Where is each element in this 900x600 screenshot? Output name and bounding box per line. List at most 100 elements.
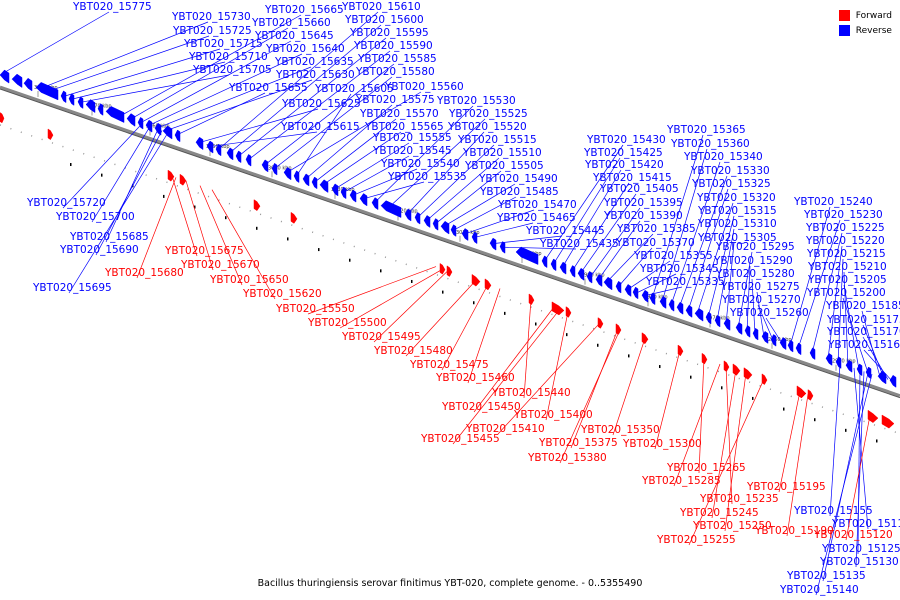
gene-leader-line bbox=[716, 228, 735, 321]
reverse-gene bbox=[668, 299, 675, 312]
gene-label: YBT020_15700 bbox=[55, 211, 135, 223]
gene-leader-line bbox=[696, 202, 734, 315]
reverse-gene bbox=[450, 224, 457, 237]
gene-leader-line bbox=[217, 11, 379, 151]
gene-label: YBT020_15725 bbox=[172, 25, 252, 37]
legend-reverse-label: Reverse bbox=[855, 25, 892, 36]
gene-label: YBT020_15520 bbox=[447, 121, 527, 133]
gene-label: YBT020_15605 bbox=[314, 83, 394, 95]
gene-label: YBT020_15450 bbox=[441, 401, 521, 413]
gene-label: YBT020_15335 bbox=[645, 276, 725, 288]
gene-leader-line bbox=[339, 268, 444, 329]
gene-leader-line bbox=[175, 92, 266, 136]
gene-leader-line bbox=[406, 131, 485, 215]
tick-mark bbox=[163, 194, 165, 198]
gene-label: YBT020_15695 bbox=[32, 282, 112, 294]
gene-label: YBT020_15395 bbox=[603, 197, 683, 209]
gene-leader-line bbox=[273, 76, 393, 170]
tick-mark bbox=[349, 258, 351, 262]
gene-label: YBT020_15660 bbox=[251, 17, 331, 29]
gene-leader-line bbox=[678, 175, 728, 309]
gene-label: YBT020_15245 bbox=[679, 507, 759, 519]
legend-forward-label: Forward bbox=[855, 10, 892, 21]
reverse-gene bbox=[319, 179, 329, 193]
gene-label: YBT020_15290 bbox=[713, 255, 793, 267]
reverse-gene bbox=[752, 327, 759, 341]
gene-leader-line bbox=[211, 189, 276, 300]
forward-gene bbox=[446, 265, 453, 277]
gene-leader-line bbox=[579, 193, 637, 275]
gene-leader-line bbox=[416, 144, 495, 219]
gene-label: YBT020_15170 bbox=[826, 326, 900, 338]
gene-leader-line bbox=[617, 247, 653, 288]
forward-gene bbox=[807, 389, 814, 401]
gene-leader-line bbox=[559, 329, 621, 464]
gene-label: YBT020_15440 bbox=[491, 387, 571, 399]
gene-label: YBT020_15235 bbox=[699, 493, 779, 505]
reverse-gene bbox=[432, 218, 439, 231]
gene-leader-line bbox=[70, 61, 226, 100]
gene-leader-line bbox=[155, 66, 312, 129]
gene-label: YBT020_15565 bbox=[364, 121, 444, 133]
gene-label: YBT020_15425 bbox=[583, 147, 663, 159]
gene-leader-line bbox=[68, 132, 169, 294]
forward-gene bbox=[867, 409, 879, 423]
forward-gene bbox=[701, 352, 708, 365]
gene-label: YBT020_15135 bbox=[786, 570, 866, 582]
gene-leader-line bbox=[185, 180, 214, 271]
gene-leader-line bbox=[670, 161, 721, 306]
gene-label: YBT020_15285 bbox=[641, 475, 721, 487]
reverse-gene bbox=[461, 228, 469, 241]
gene-label: YBT020_15260 bbox=[729, 307, 809, 319]
gene-leader-line bbox=[0, 11, 110, 76]
reverse-gene bbox=[615, 280, 622, 294]
gene-leader-line bbox=[473, 222, 534, 238]
gene-leader-line bbox=[373, 105, 474, 204]
reverse-gene bbox=[779, 337, 787, 351]
gene-leader-line bbox=[523, 299, 532, 399]
gene-leader-line bbox=[837, 258, 844, 363]
reverse-gene bbox=[685, 304, 693, 318]
gene-leader-line bbox=[452, 196, 517, 231]
tick-mark bbox=[566, 333, 568, 337]
gene-leader-line bbox=[861, 310, 881, 377]
reverse-gene bbox=[787, 339, 794, 353]
reverse-gene bbox=[261, 159, 269, 173]
tick-mark bbox=[535, 322, 537, 326]
scale-tick-label: 3020 kbp bbox=[394, 209, 418, 215]
gene-label: YBT020_15130 bbox=[819, 556, 899, 568]
gene-label: YBT020_15665 bbox=[264, 4, 344, 16]
gene-label: YBT020_15300 bbox=[622, 438, 702, 450]
gene-leader-line bbox=[711, 369, 737, 519]
reverse-gene bbox=[331, 183, 339, 197]
tick-mark bbox=[442, 290, 444, 294]
figure-caption: Bacillus thuringiensis serovar finitimus… bbox=[257, 578, 643, 589]
gene-label: YBT020_15505 bbox=[464, 160, 544, 172]
gene-leader-line bbox=[845, 415, 871, 541]
tick-mark bbox=[411, 279, 413, 283]
gene-label: YBT020_15210 bbox=[807, 261, 887, 273]
gene-leader-line bbox=[304, 104, 393, 180]
reverse-color-swatch bbox=[838, 25, 850, 36]
gene-leader-line bbox=[643, 286, 683, 297]
gene-label: YBT020_15690 bbox=[59, 244, 139, 256]
gene-label: YBT020_15140 bbox=[779, 584, 859, 596]
gene-label: YBT020_15720 bbox=[26, 197, 106, 209]
gene-leader-line bbox=[95, 130, 163, 256]
reverse-gene bbox=[705, 311, 712, 325]
gene-leader-line bbox=[147, 53, 303, 127]
gene-leader-line bbox=[597, 220, 641, 281]
reverse-gene bbox=[414, 211, 421, 225]
genome-backbone bbox=[0, 85, 900, 398]
gene-label: YBT020_15540 bbox=[380, 158, 460, 170]
gene-label: YBT020_15385 bbox=[616, 223, 696, 235]
gene-leader-line bbox=[545, 311, 569, 421]
gene-leader-line bbox=[707, 215, 735, 318]
gene-label: YBT020_15590 bbox=[353, 40, 433, 52]
gene-leader-line bbox=[263, 63, 395, 166]
gene-leader-line bbox=[543, 144, 624, 262]
gene-leader-line bbox=[571, 182, 630, 272]
gene-leader-line bbox=[725, 242, 735, 325]
gene-leader-line bbox=[62, 48, 221, 97]
